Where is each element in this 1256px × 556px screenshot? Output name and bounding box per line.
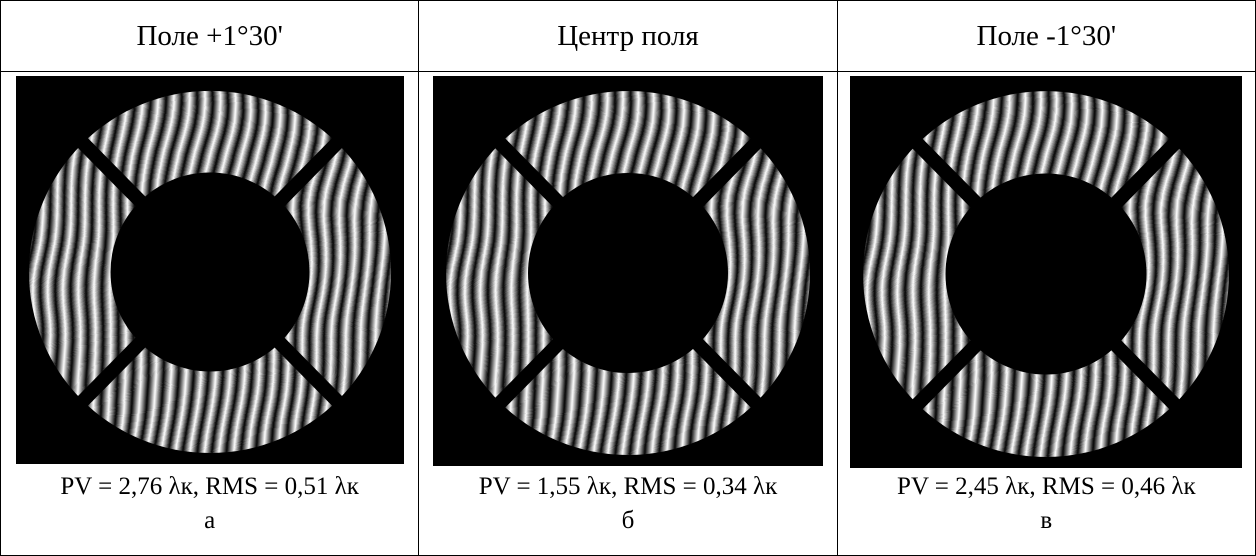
header-row: Поле +1°30' Центр поля Поле -1°30' (1, 1, 1256, 72)
document: {"table": { "headers": ["Поле +1°30'", "… (0, 0, 1256, 556)
caption: PV = 1,55 λк, RMS = 0,34 λк (419, 470, 836, 504)
image-cell (419, 72, 837, 469)
interferogram (433, 76, 823, 466)
image-row (1, 72, 1256, 469)
caption: PV = 2,76 λк, RMS = 0,51 λк (1, 470, 418, 504)
letter: б (419, 504, 836, 538)
letter: а (1, 504, 418, 538)
header-cell: Центр поля (419, 1, 837, 72)
interferogram (14, 76, 406, 464)
header-cell: Поле +1°30' (1, 1, 419, 72)
image-cell (837, 72, 1255, 469)
caption: PV = 2,45 λк, RMS = 0,46 λк (838, 470, 1255, 504)
interferogram (850, 76, 1242, 468)
letter: в (838, 504, 1255, 538)
results-table: Поле +1°30' Центр поля Поле -1°30' PV = … (0, 0, 1256, 556)
page: html, body { margin: 0; padding: 0; widt… (0, 0, 1256, 556)
header-cell: Поле -1°30' (837, 1, 1255, 72)
image-cell (1, 72, 419, 469)
